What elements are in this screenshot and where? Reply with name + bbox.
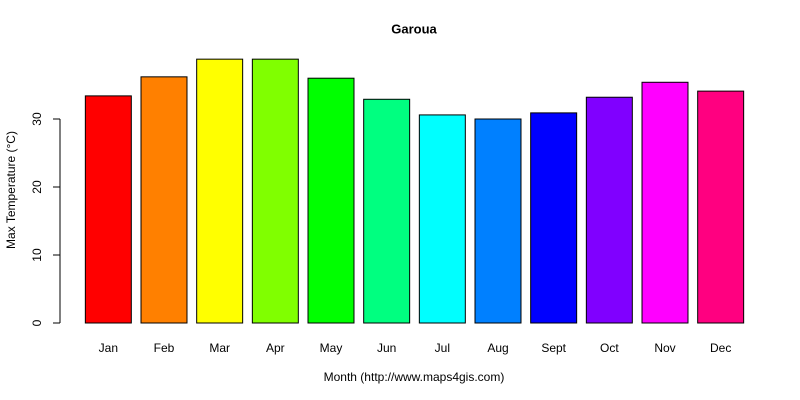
- x-tick-label: Sept: [541, 341, 566, 355]
- bar: [251, 58, 299, 324]
- chart-title: Garoua: [391, 21, 437, 36]
- y-tick-label: 10: [30, 248, 44, 262]
- x-tick-label: Dec: [710, 341, 731, 355]
- bar: [418, 114, 466, 324]
- bar: [307, 77, 355, 324]
- x-tick-label: Jan: [99, 341, 118, 355]
- x-tick-label: Nov: [654, 341, 675, 355]
- x-tick-label: Apr: [266, 341, 285, 355]
- x-axis-label: Month (http://www.maps4gis.com): [324, 370, 505, 384]
- x-tick-label: Oct: [600, 341, 619, 355]
- x-tick-label: Feb: [154, 341, 175, 355]
- bar: [530, 112, 578, 324]
- bar: [140, 76, 188, 324]
- bar: [363, 98, 411, 324]
- bar: [697, 90, 745, 324]
- x-tick-label: Aug: [487, 341, 508, 355]
- bar: [474, 118, 522, 324]
- y-tick-label: 0: [30, 319, 44, 326]
- y-tick-label: 30: [30, 112, 44, 126]
- x-tick-label: Mar: [209, 341, 230, 355]
- x-tick-label: Jul: [435, 341, 450, 355]
- x-tick-label: May: [320, 341, 343, 355]
- y-tick-label: 20: [30, 180, 44, 194]
- bar: [641, 81, 689, 324]
- bar: [196, 58, 244, 324]
- x-tick-label: Jun: [377, 341, 396, 355]
- bar: [585, 96, 633, 324]
- y-axis-label: Max Temperature (°C): [4, 131, 18, 249]
- bar: [84, 95, 132, 324]
